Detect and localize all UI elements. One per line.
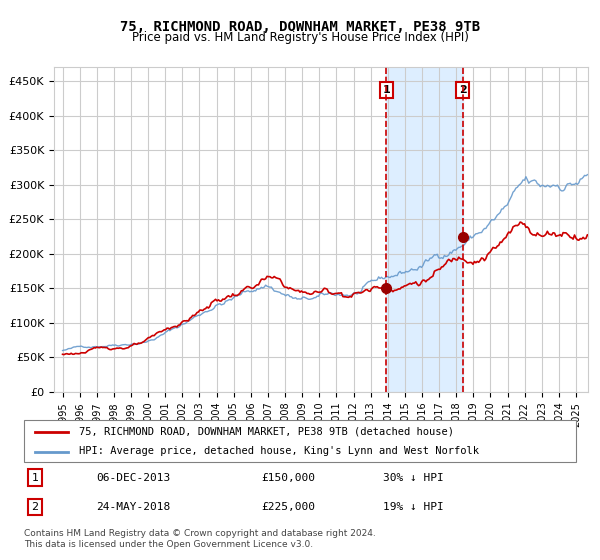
Text: 2: 2 <box>31 502 38 512</box>
Text: 75, RICHMOND ROAD, DOWNHAM MARKET, PE38 9TB (detached house): 75, RICHMOND ROAD, DOWNHAM MARKET, PE38 … <box>79 427 454 437</box>
Text: 30% ↓ HPI: 30% ↓ HPI <box>383 473 443 483</box>
Text: 06-DEC-2013: 06-DEC-2013 <box>96 473 170 483</box>
Text: 24-MAY-2018: 24-MAY-2018 <box>96 502 170 512</box>
Text: Contains HM Land Registry data © Crown copyright and database right 2024.
This d: Contains HM Land Registry data © Crown c… <box>24 529 376 549</box>
Text: £225,000: £225,000 <box>262 502 316 512</box>
FancyBboxPatch shape <box>24 420 576 462</box>
Text: 1: 1 <box>32 473 38 483</box>
Text: Price paid vs. HM Land Registry's House Price Index (HPI): Price paid vs. HM Land Registry's House … <box>131 31 469 44</box>
Text: 75, RICHMOND ROAD, DOWNHAM MARKET, PE38 9TB: 75, RICHMOND ROAD, DOWNHAM MARKET, PE38 … <box>120 20 480 34</box>
Text: £150,000: £150,000 <box>262 473 316 483</box>
Text: 19% ↓ HPI: 19% ↓ HPI <box>383 502 443 512</box>
Bar <box>386 67 463 392</box>
Text: 1: 1 <box>383 85 390 95</box>
Text: 2: 2 <box>459 85 467 95</box>
Text: HPI: Average price, detached house, King's Lynn and West Norfolk: HPI: Average price, detached house, King… <box>79 446 479 456</box>
